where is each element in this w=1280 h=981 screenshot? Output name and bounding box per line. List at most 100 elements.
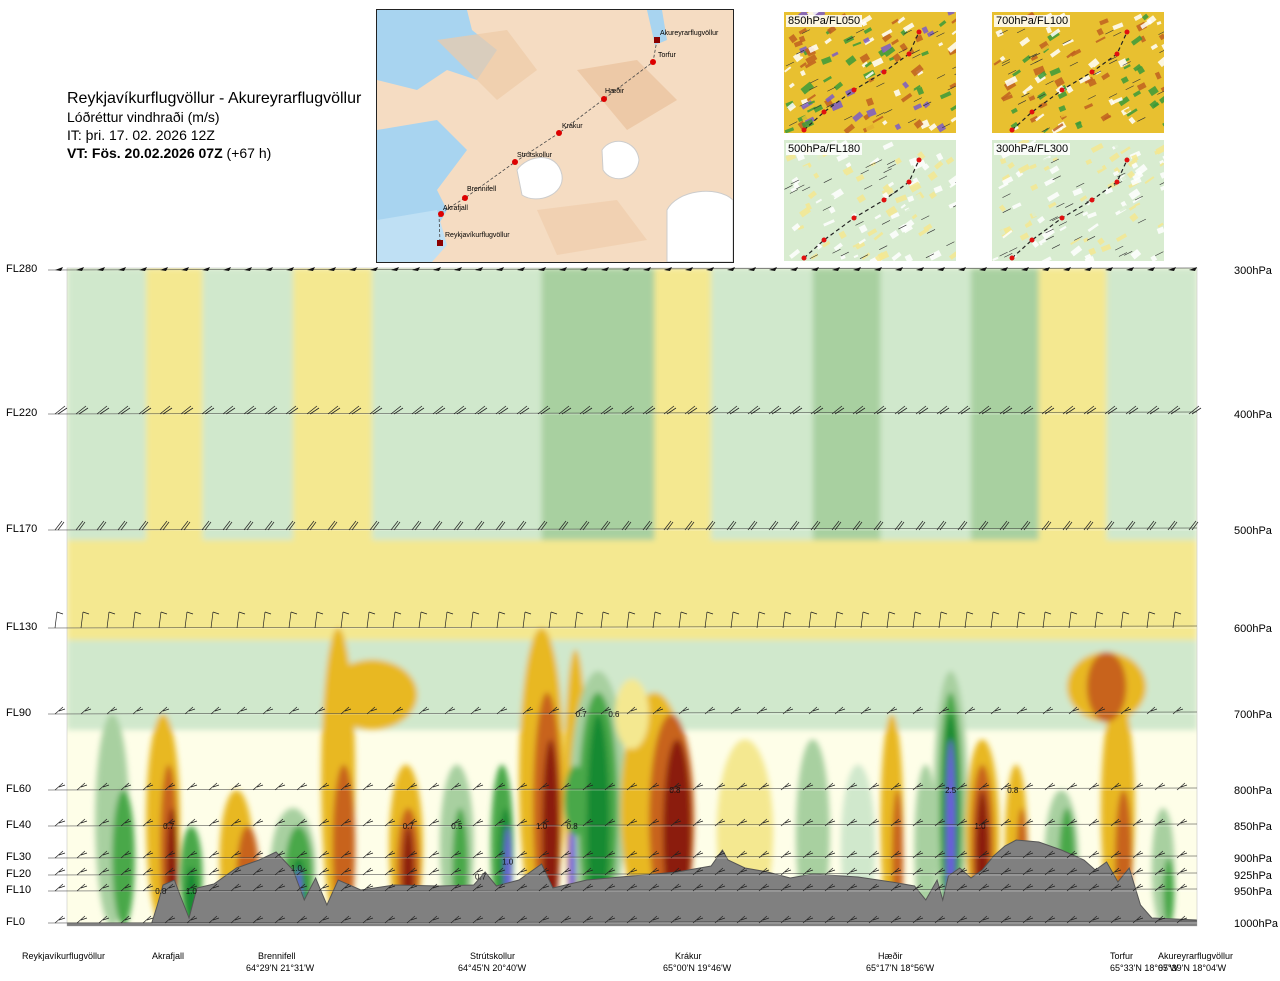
inset-cell bbox=[1157, 55, 1164, 68]
wind-barb bbox=[1022, 818, 1034, 827]
wind-barb bbox=[912, 867, 924, 876]
wind-barb bbox=[314, 611, 324, 629]
wind-barb bbox=[678, 706, 690, 715]
field-plume bbox=[1058, 808, 1076, 926]
inset-cell bbox=[908, 157, 918, 166]
field-band bbox=[67, 540, 1197, 640]
wind-barb bbox=[890, 782, 902, 791]
wind-barb bbox=[978, 915, 990, 924]
field-plume bbox=[648, 714, 695, 926]
wind-barb bbox=[472, 818, 484, 827]
inset-cell bbox=[921, 163, 930, 171]
wind-barb bbox=[868, 867, 880, 876]
wind-barb bbox=[1063, 267, 1071, 271]
wind-barb bbox=[824, 915, 836, 924]
wind-barb bbox=[692, 867, 704, 876]
fl-label: FL20 bbox=[6, 868, 32, 880]
inset-cell bbox=[1103, 90, 1111, 97]
inset-barb bbox=[1050, 158, 1060, 164]
inset-barb bbox=[1001, 59, 1011, 64]
wind-barb bbox=[132, 611, 142, 629]
wind-barb bbox=[747, 520, 758, 531]
inset-barb bbox=[1155, 251, 1164, 257]
wind-barb bbox=[184, 706, 196, 715]
inset-cell bbox=[948, 201, 956, 209]
wind-barb bbox=[54, 850, 66, 859]
wind-barb bbox=[868, 850, 880, 859]
inset-barb bbox=[1108, 56, 1117, 61]
wind-barb bbox=[390, 405, 404, 415]
wind-barb bbox=[138, 520, 149, 531]
inset-cell bbox=[1148, 85, 1159, 97]
wind-barb bbox=[663, 405, 677, 415]
wind-barb bbox=[600, 405, 614, 415]
wind-barb bbox=[264, 405, 278, 415]
inset-cell bbox=[1128, 204, 1137, 211]
wind-barb bbox=[1084, 267, 1092, 271]
wind-barb bbox=[831, 405, 845, 415]
inset-cell bbox=[996, 234, 1003, 241]
inset-waypoint bbox=[801, 255, 807, 261]
wind-barb bbox=[285, 405, 299, 415]
wind-barb bbox=[450, 883, 462, 892]
wind-barb bbox=[384, 915, 396, 924]
inset-waypoint bbox=[881, 69, 887, 75]
wind-barb bbox=[868, 818, 880, 827]
field-band bbox=[541, 268, 655, 548]
inset-cell bbox=[808, 100, 816, 105]
inset-cell bbox=[849, 208, 860, 216]
wind-barb bbox=[450, 915, 462, 924]
inset-cell bbox=[892, 52, 902, 63]
wind-barb bbox=[1125, 520, 1136, 531]
inset-barb bbox=[1115, 245, 1124, 251]
inset-cell bbox=[1150, 255, 1158, 261]
inset-cell bbox=[940, 205, 952, 214]
field-band bbox=[1038, 268, 1107, 548]
inset-cell bbox=[841, 239, 853, 248]
inset-barb bbox=[954, 73, 956, 75]
wind-barb bbox=[265, 267, 273, 271]
inset-barb bbox=[898, 224, 907, 230]
fl-label: FL40 bbox=[6, 819, 32, 831]
wind-barb bbox=[626, 818, 638, 827]
inset-cell bbox=[822, 240, 831, 248]
wind-barb bbox=[789, 405, 803, 415]
location-coord: 65°00'N 19°46'W bbox=[663, 963, 732, 973]
wind-barb bbox=[1044, 867, 1056, 876]
inset-cell bbox=[1044, 177, 1056, 187]
wind-barb bbox=[236, 706, 248, 715]
wind-barb bbox=[978, 782, 990, 791]
field-plume bbox=[1163, 858, 1175, 926]
wind-barb bbox=[846, 867, 858, 876]
inset-cell bbox=[1083, 103, 1094, 110]
wind-barb bbox=[978, 520, 989, 531]
wind-barb bbox=[362, 915, 374, 924]
inset-cell bbox=[882, 191, 890, 200]
inset-cell bbox=[799, 62, 807, 69]
inset-cell bbox=[871, 57, 884, 68]
inset-barb bbox=[999, 29, 1008, 35]
inset-cell bbox=[828, 206, 836, 214]
wind-barb bbox=[243, 520, 254, 531]
wind-barb bbox=[558, 520, 569, 531]
inset-barb bbox=[1002, 208, 1011, 213]
inset-cell bbox=[927, 181, 935, 188]
wind-barb bbox=[768, 520, 779, 531]
inset-cell bbox=[797, 224, 805, 230]
wind-barb bbox=[369, 520, 380, 531]
inset-cell bbox=[919, 119, 930, 130]
field-band bbox=[67, 268, 147, 548]
wind-barb bbox=[470, 611, 480, 629]
wind-barb bbox=[142, 867, 154, 876]
inset-cell bbox=[1113, 166, 1121, 174]
field-plume bbox=[1067, 651, 1147, 722]
inset-cell bbox=[1070, 48, 1082, 57]
location-name: Torfur bbox=[1110, 951, 1134, 961]
inset-cell bbox=[829, 194, 835, 201]
wind-barb bbox=[648, 782, 660, 791]
field-plume bbox=[533, 692, 562, 926]
inset-cell bbox=[1090, 102, 1101, 112]
inset-barb bbox=[1051, 244, 1061, 249]
wind-barb bbox=[296, 850, 308, 859]
inset-cell bbox=[1155, 144, 1164, 155]
